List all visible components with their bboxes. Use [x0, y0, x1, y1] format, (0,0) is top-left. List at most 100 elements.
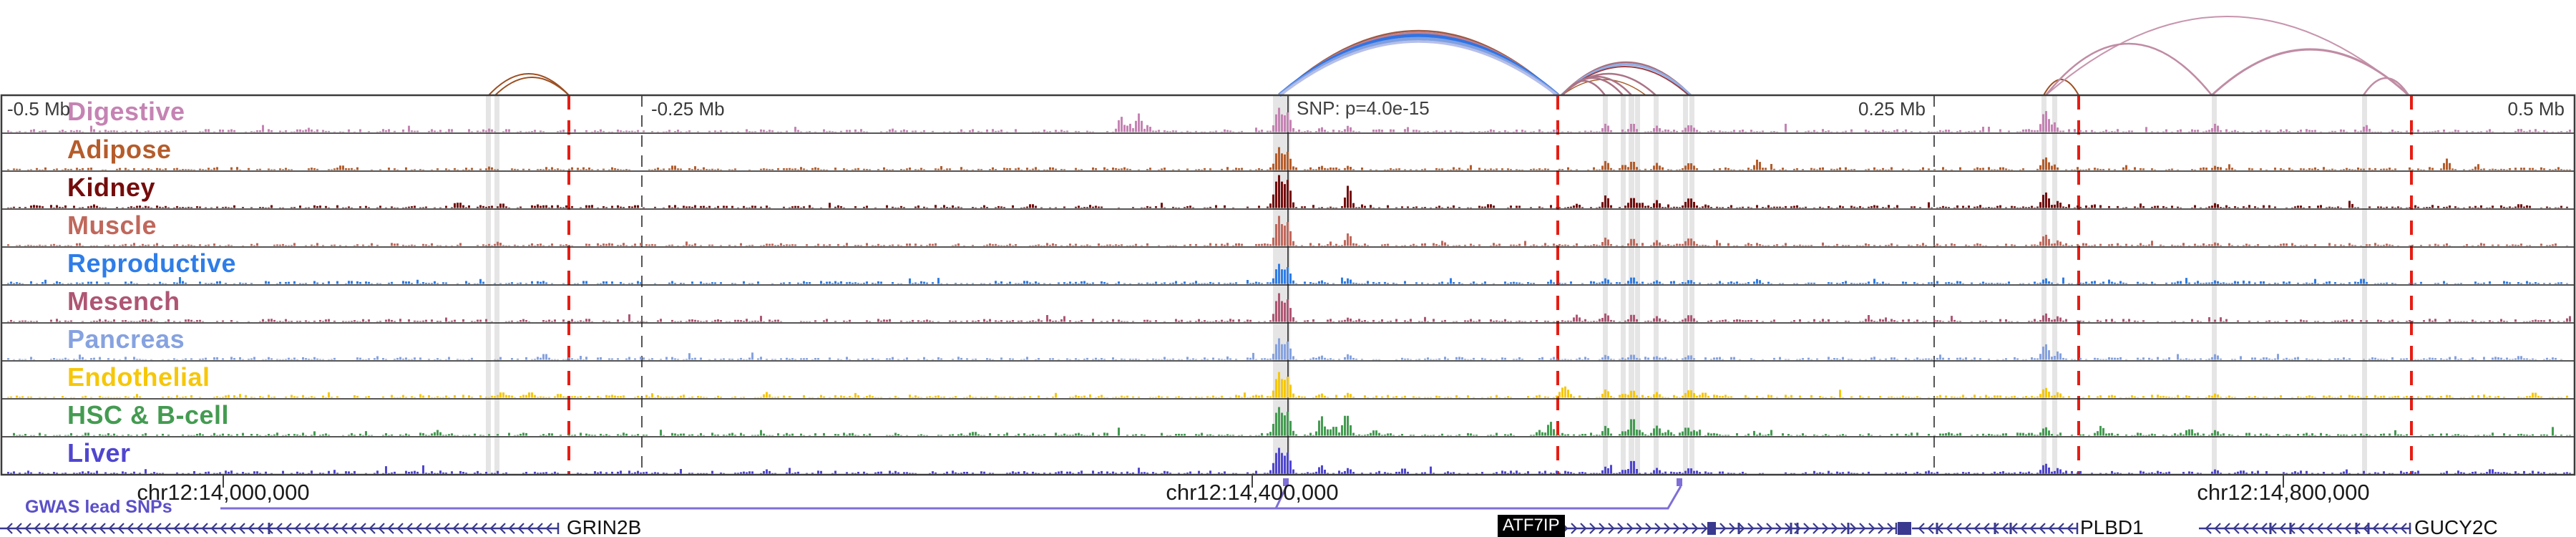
strand-arrow	[80, 523, 87, 534]
strand-arrow	[1645, 523, 1652, 534]
strand-arrow	[369, 523, 376, 534]
strand-arrow	[155, 523, 162, 534]
strand-arrow	[164, 523, 171, 534]
strand-arrow	[1747, 523, 1755, 534]
strand-arrow	[238, 523, 245, 534]
strand-arrow	[62, 523, 69, 534]
strand-arrow	[294, 523, 301, 534]
strand-arrow	[350, 523, 357, 534]
strand-arrow	[1803, 523, 1810, 534]
strand-arrow	[71, 523, 78, 534]
strand-arrow	[2039, 523, 2046, 534]
strand-arrow	[1738, 523, 1745, 534]
strand-arrow	[303, 523, 311, 534]
strand-arrow	[434, 523, 441, 534]
strand-arrow	[1822, 523, 1829, 534]
strand-arrow	[136, 523, 143, 534]
strand-arrow	[6, 523, 13, 534]
signal-track-muscle	[7, 216, 2568, 246]
strand-arrow	[1608, 523, 1615, 534]
strand-arrow	[2316, 523, 2323, 534]
signal-track-kidney	[7, 175, 2568, 208]
interaction-arc	[1279, 40, 1558, 97]
strand-arrow	[1887, 523, 1894, 534]
strand-arrow	[2372, 523, 2379, 534]
strand-arrow	[2205, 523, 2212, 534]
strand-arrow	[2344, 523, 2351, 534]
strand-arrow	[257, 523, 264, 534]
exon-block	[1898, 522, 1911, 535]
strand-arrow	[424, 523, 431, 534]
strand-arrow	[229, 523, 236, 534]
strand-arrow	[1840, 523, 1848, 534]
strand-arrow	[1859, 523, 1866, 534]
strand-arrow	[1974, 523, 1981, 534]
strand-arrow	[266, 523, 273, 534]
strand-arrow	[1983, 523, 1990, 534]
strand-arrow	[2391, 523, 2398, 534]
strand-arrow	[15, 523, 22, 534]
strand-arrow	[1918, 523, 1925, 534]
strand-arrow	[248, 523, 255, 534]
strand-arrow	[1794, 523, 1801, 534]
strand-arrow	[1964, 523, 1971, 534]
strand-arrow	[285, 523, 292, 534]
interaction-arc	[1561, 79, 1646, 96]
strand-arrow	[396, 523, 404, 534]
strand-arrow	[2400, 523, 2407, 534]
strand-arrow	[1617, 523, 1624, 534]
strand-arrow	[1878, 523, 1885, 534]
strand-arrow	[452, 523, 459, 534]
strand-arrow	[1729, 523, 1736, 534]
interaction-arc	[2043, 79, 2079, 96]
strand-arrow	[1701, 523, 1708, 534]
gwas-marker-connector	[1274, 485, 1288, 509]
strand-arrow	[341, 523, 348, 534]
strand-arrow	[2233, 523, 2240, 534]
interaction-arc	[2210, 48, 2410, 97]
strand-arrow	[2067, 523, 2074, 534]
strand-arrow	[2020, 523, 2027, 534]
strand-arrow	[2260, 523, 2268, 534]
strand-arrow	[52, 523, 59, 534]
strand-arrow	[462, 523, 469, 534]
strand-arrow	[489, 523, 497, 534]
strand-arrow	[536, 523, 543, 534]
strand-arrow	[2335, 523, 2342, 534]
strand-arrow	[1636, 523, 1643, 534]
strand-arrow	[2048, 523, 2055, 534]
strand-arrow	[201, 523, 208, 534]
strand-arrow	[545, 523, 552, 534]
strand-arrow	[127, 523, 134, 534]
strand-arrow	[2353, 523, 2361, 534]
strand-arrow	[331, 523, 338, 534]
strand-arrow	[2214, 523, 2221, 534]
signal-track-endothelial	[7, 372, 2568, 398]
strand-arrow	[387, 523, 394, 534]
strand-arrow	[210, 523, 218, 534]
strand-arrow	[1580, 523, 1587, 534]
strand-arrow	[443, 523, 450, 534]
interaction-arc	[2045, 42, 2212, 96]
strand-arrow	[471, 523, 478, 534]
strand-arrow	[1775, 523, 1782, 534]
strand-arrow	[415, 523, 422, 534]
strand-arrow	[1626, 523, 1634, 534]
strand-arrow	[192, 523, 199, 534]
strand-arrow	[117, 523, 125, 534]
strand-arrow	[313, 523, 320, 534]
strand-arrow	[2029, 523, 2036, 534]
strand-arrow	[1992, 523, 1999, 534]
strand-arrow	[1955, 523, 1962, 534]
exon-block	[1707, 522, 1716, 535]
strand-arrow	[2326, 523, 2333, 534]
strand-arrow	[378, 523, 385, 534]
strand-arrow	[34, 523, 41, 534]
signal-track-reproductive	[7, 263, 2568, 284]
strand-arrow	[182, 523, 190, 534]
interaction-arc	[2362, 77, 2410, 96]
strand-arrow	[1571, 523, 1578, 534]
strand-arrow	[1682, 523, 1689, 534]
interaction-arc	[1278, 37, 1559, 97]
strand-arrow	[1589, 523, 1596, 534]
